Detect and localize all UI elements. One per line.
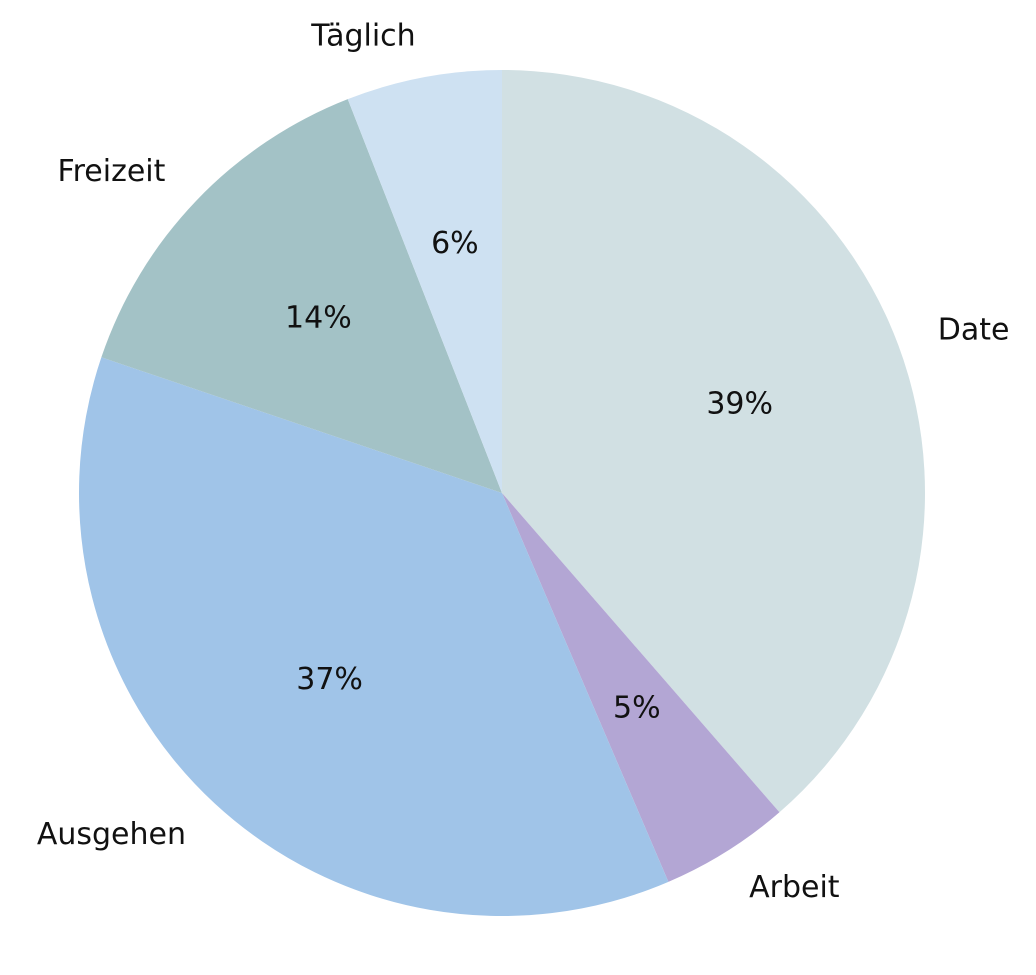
pie-category-label-ausgehen: Ausgehen <box>37 817 186 852</box>
pie-value-label-date: 39% <box>706 387 773 422</box>
pie-category-label-taeglich: Täglich <box>310 18 415 53</box>
pie-value-label-freizeit: 14% <box>285 300 352 335</box>
pie-category-label-arbeit: Arbeit <box>749 870 840 905</box>
pie-value-label-arbeit: 5% <box>613 691 661 726</box>
pie-slice-ausgehen <box>78 357 669 917</box>
pie-slices <box>78 70 926 917</box>
pie-slice-taeglich <box>347 70 502 493</box>
pie-slice-freizeit <box>101 99 503 493</box>
pie-slice-date <box>502 70 926 813</box>
pie-value-label-ausgehen: 37% <box>296 662 363 697</box>
pie-slice-arbeit <box>502 493 780 882</box>
pie-category-label-freizeit: Freizeit <box>58 154 166 189</box>
pie-labels: 39% Date 5% Arbeit 37% Ausgehen 14% Freizeit 6% T… <box>37 18 1010 905</box>
pie-category-label-date: Date <box>938 313 1010 348</box>
pie-value-label-taeglich: 6% <box>431 226 479 261</box>
